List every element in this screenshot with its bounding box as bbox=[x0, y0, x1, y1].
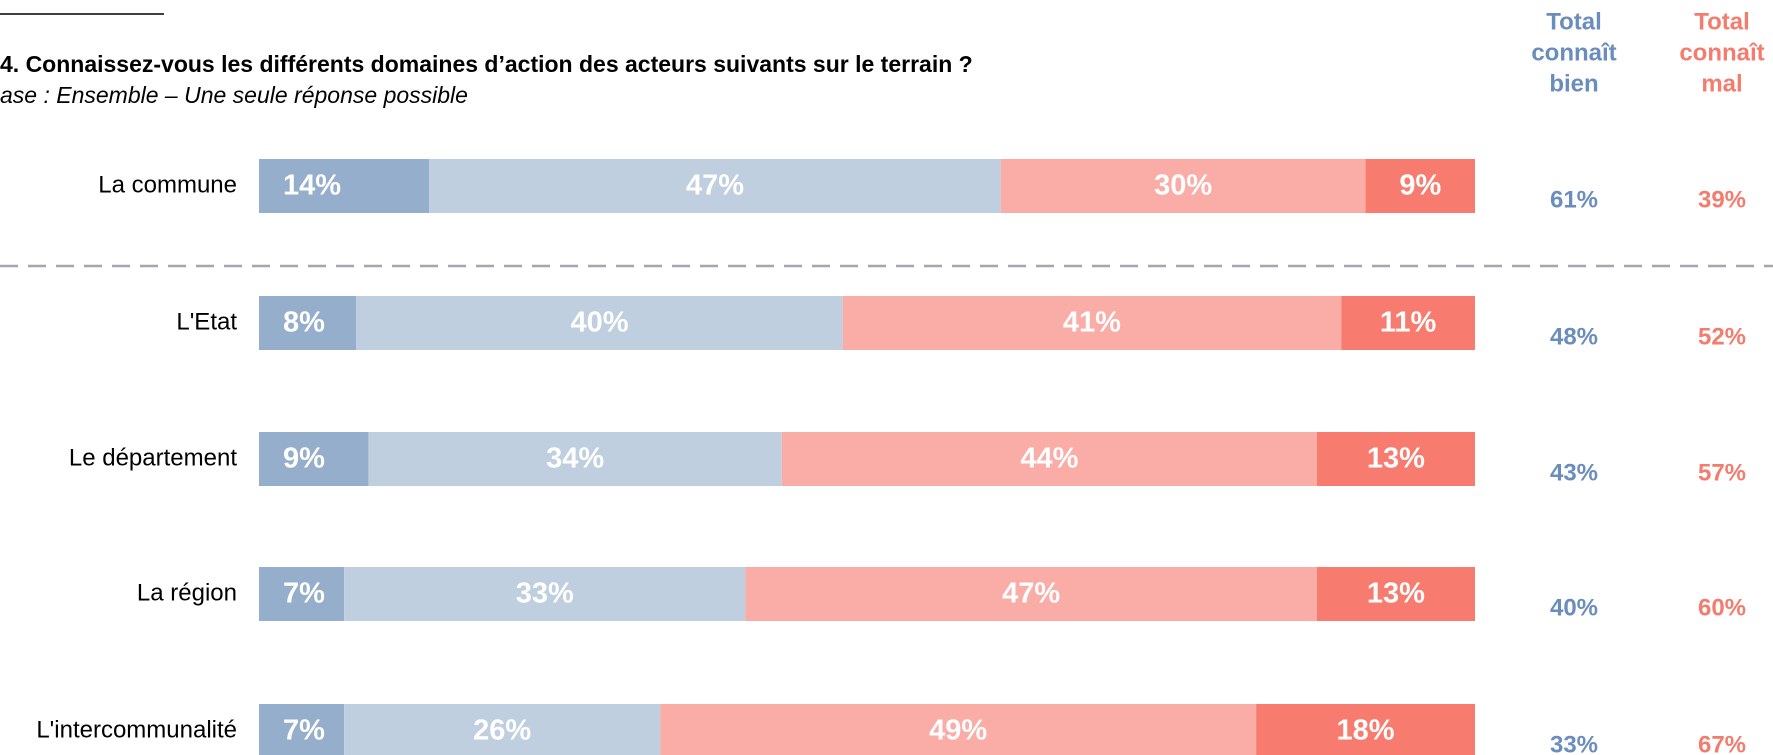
bar-value-label: 44% bbox=[1020, 443, 1078, 475]
bar-value-label: 33% bbox=[516, 578, 574, 610]
bar-value-label: 13% bbox=[1367, 578, 1425, 610]
bar-value-label: 9% bbox=[1399, 170, 1441, 202]
chart-title: 4. Connaissez-vous les différents domain… bbox=[0, 51, 973, 77]
bar-segment bbox=[842, 296, 1342, 350]
bar-segment bbox=[781, 432, 1317, 486]
bar-segment bbox=[1256, 704, 1475, 755]
bar-value-label: 47% bbox=[686, 170, 744, 202]
bar-value-label: 7% bbox=[283, 578, 325, 610]
bar-value-label: 8% bbox=[283, 307, 325, 339]
bar-segment bbox=[259, 704, 345, 755]
bar-value-label: 7% bbox=[283, 715, 325, 747]
bar-value-label: 26% bbox=[473, 715, 531, 747]
bar-value-label: 34% bbox=[546, 443, 604, 475]
bar-segment bbox=[259, 159, 430, 213]
total-value: 52% bbox=[1698, 323, 1746, 350]
bar-value-label: 41% bbox=[1063, 307, 1121, 339]
bar-segment bbox=[368, 432, 782, 486]
bar-segment bbox=[660, 704, 1257, 755]
total-value: 67% bbox=[1698, 731, 1746, 755]
bar-segment bbox=[1000, 159, 1366, 213]
column-header: mal bbox=[1701, 70, 1742, 97]
bar-segment bbox=[259, 296, 357, 350]
bar-segment bbox=[1341, 296, 1475, 350]
total-value: 40% bbox=[1550, 594, 1598, 621]
bar-segment bbox=[259, 567, 345, 621]
total-value: 57% bbox=[1698, 459, 1746, 486]
total-value: 33% bbox=[1550, 731, 1598, 755]
bar-segment bbox=[745, 567, 1317, 621]
category-label: L'intercommunalité bbox=[36, 716, 237, 743]
total-value: 61% bbox=[1550, 186, 1598, 213]
total-value: 48% bbox=[1550, 323, 1598, 350]
column-header: connaît bbox=[1531, 39, 1616, 66]
bar-value-label: 14% bbox=[283, 170, 341, 202]
bar-segment bbox=[429, 159, 1001, 213]
bar-value-label: 47% bbox=[1002, 578, 1060, 610]
category-label: L'Etat bbox=[176, 308, 237, 335]
bar-value-label: 40% bbox=[570, 307, 628, 339]
column-header: connaît bbox=[1679, 39, 1764, 66]
bar-segment bbox=[356, 296, 843, 350]
bar-value-label: 49% bbox=[929, 715, 987, 747]
category-label: La commune bbox=[98, 171, 237, 198]
bar-segment bbox=[344, 567, 746, 621]
bar-segment bbox=[1316, 432, 1475, 486]
total-value: 39% bbox=[1698, 186, 1746, 213]
bar-value-label: 9% bbox=[283, 443, 325, 475]
column-header: Total bbox=[1694, 8, 1750, 35]
column-header: Total bbox=[1546, 8, 1602, 35]
column-header: bien bbox=[1549, 70, 1598, 97]
bar-value-label: 13% bbox=[1367, 443, 1425, 475]
bar-value-label: 18% bbox=[1337, 715, 1395, 747]
bar-value-label: 30% bbox=[1154, 170, 1212, 202]
total-value: 43% bbox=[1550, 459, 1598, 486]
category-label: Le département bbox=[69, 444, 237, 471]
category-label: La région bbox=[137, 579, 237, 606]
bar-segment bbox=[344, 704, 661, 755]
bar-segment bbox=[1365, 159, 1475, 213]
bar-segment bbox=[259, 432, 369, 486]
bar-value-label: 11% bbox=[1380, 307, 1437, 339]
total-value: 60% bbox=[1698, 594, 1746, 621]
chart-subtitle: ase : Ensemble – Une seule réponse possi… bbox=[0, 82, 468, 108]
bar-segment bbox=[1316, 567, 1475, 621]
